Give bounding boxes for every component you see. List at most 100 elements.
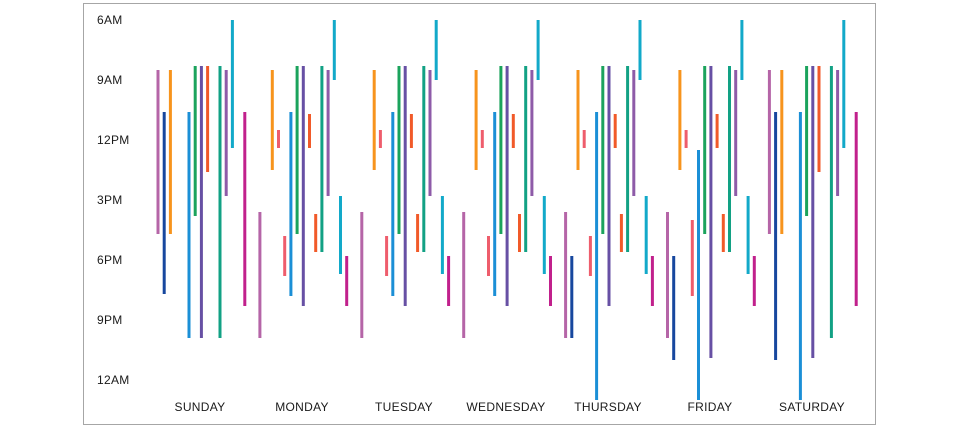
range-bar xyxy=(224,70,228,196)
range-bar xyxy=(595,112,599,400)
range-bar xyxy=(422,66,426,252)
range-bar xyxy=(564,212,568,338)
range-bar xyxy=(650,256,654,306)
range-bar xyxy=(524,66,528,252)
range-bar xyxy=(811,66,815,358)
range-bar xyxy=(397,66,401,234)
range-bar xyxy=(697,150,700,400)
range-bar xyxy=(767,70,771,234)
range-bar xyxy=(168,70,172,234)
range-bar xyxy=(740,20,744,80)
range-bar xyxy=(283,236,287,276)
range-bar xyxy=(243,112,247,306)
range-bar xyxy=(638,20,642,80)
range-bars xyxy=(156,20,858,400)
range-bar xyxy=(588,236,592,276)
range-bar xyxy=(409,114,413,148)
range-bar xyxy=(530,70,534,196)
range-bar xyxy=(385,236,389,276)
range-bar xyxy=(728,66,731,252)
range-bar xyxy=(270,70,274,170)
range-bar xyxy=(678,70,682,170)
range-bar xyxy=(721,214,725,252)
y-tick-label: 12PM xyxy=(97,133,130,147)
range-bar xyxy=(836,70,840,196)
range-bar xyxy=(277,130,280,148)
range-bar xyxy=(774,112,778,360)
day-group-tuesday xyxy=(360,20,451,338)
range-bar xyxy=(613,114,617,148)
range-bar xyxy=(672,256,676,360)
range-bar xyxy=(230,20,234,148)
day-label-thursday: THURSDAY xyxy=(574,400,642,414)
range-bar xyxy=(206,66,210,172)
chart-frame xyxy=(83,3,876,425)
range-bar xyxy=(326,70,330,196)
range-bar xyxy=(684,130,688,148)
range-bar xyxy=(570,256,574,338)
range-bar xyxy=(391,112,395,296)
range-bar xyxy=(289,112,293,296)
range-bar xyxy=(480,130,484,148)
range-bar xyxy=(199,66,203,338)
range-bar xyxy=(301,66,305,306)
range-bar xyxy=(817,66,821,172)
range-bar xyxy=(428,70,432,196)
day-labels: SUNDAY MONDAY TUESDAY WEDNESDAY THURSDAY FRID… xyxy=(175,400,845,414)
range-bar xyxy=(218,66,222,338)
day-label-wednesday: WEDNESDAY xyxy=(466,400,545,414)
day-group-monday xyxy=(258,20,349,338)
range-bar xyxy=(632,70,636,196)
range-bar xyxy=(332,20,336,80)
range-bar xyxy=(576,70,580,170)
range-bar xyxy=(511,114,515,148)
range-bar xyxy=(474,70,478,170)
range-bar xyxy=(746,196,750,274)
range-bar xyxy=(666,212,669,338)
day-label-saturday: SATURDAY xyxy=(779,400,845,414)
range-bar xyxy=(360,212,364,338)
range-bar xyxy=(434,20,438,80)
range-bar xyxy=(505,66,509,306)
range-bar xyxy=(582,130,586,148)
y-axis-ticks: 6AM 9AM 12PM 3PM 6PM 9PM 12AM xyxy=(97,13,130,387)
day-group-friday xyxy=(666,20,756,400)
range-bar xyxy=(156,70,160,234)
range-bar xyxy=(320,66,324,252)
y-tick-label: 9PM xyxy=(97,313,123,327)
range-bar xyxy=(193,66,197,216)
range-bar xyxy=(462,212,466,338)
range-bar xyxy=(518,214,521,252)
range-bar xyxy=(549,256,552,306)
range-bar xyxy=(601,66,605,234)
range-bar xyxy=(709,66,713,358)
range-bar xyxy=(372,70,376,170)
range-bar xyxy=(780,70,784,234)
y-tick-label: 9AM xyxy=(97,73,123,87)
y-tick-label: 3PM xyxy=(97,193,123,207)
range-bar xyxy=(805,66,809,216)
day-label-monday: MONDAY xyxy=(275,400,329,414)
range-bar xyxy=(607,66,611,306)
range-bar xyxy=(493,112,497,296)
day-group-thursday xyxy=(564,20,654,400)
range-bar xyxy=(187,112,191,338)
range-bar xyxy=(619,214,623,252)
range-bar xyxy=(626,66,630,252)
range-bar xyxy=(314,214,318,252)
range-bar xyxy=(345,256,349,306)
range-bar xyxy=(258,212,262,338)
range-bar xyxy=(798,112,802,400)
range-bar xyxy=(339,196,342,274)
range-bar xyxy=(842,20,846,148)
range-bar xyxy=(644,196,648,274)
day-label-sunday: SUNDAY xyxy=(175,400,226,414)
range-bar xyxy=(690,220,694,296)
range-bar xyxy=(378,130,382,148)
range-bar xyxy=(536,20,540,80)
range-bar xyxy=(403,66,407,306)
day-group-sunday xyxy=(156,20,247,338)
range-bar xyxy=(715,114,719,148)
day-label-tuesday: TUESDAY xyxy=(375,400,433,414)
